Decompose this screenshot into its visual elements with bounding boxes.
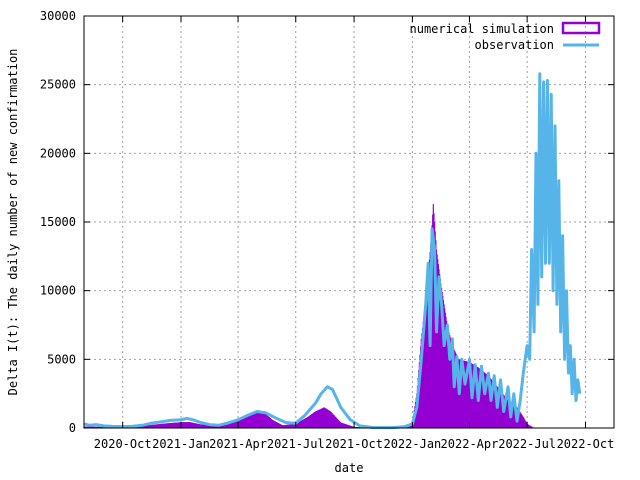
legend-label-observation: observation xyxy=(475,38,554,52)
x-tick-label: 2022-Jan xyxy=(383,437,441,451)
y-tick-label: 25000 xyxy=(40,78,76,92)
x-tick-label: 2021-Jul xyxy=(267,437,325,451)
x-axis-ticks: 2020-Oct 2021-Jan 2021-Apr 2021-Jul 2021-Oct… xyxy=(94,16,615,451)
x-tick-label: 2021-Oct xyxy=(325,437,383,451)
x-tick-label: 2021-Jan xyxy=(152,437,210,451)
y-tick-label: 30000 xyxy=(40,9,76,23)
y-tick-label: 5000 xyxy=(47,352,76,366)
y-axis-ticks: 0 5000 10000 15000 20000 25000 30000 xyxy=(40,9,614,435)
x-tick-label: 2021-Apr xyxy=(209,437,267,451)
observation-line xyxy=(83,72,582,430)
legend: numerical simulation observation xyxy=(410,21,601,52)
x-tick-label: 2022-Apr xyxy=(441,437,499,451)
x-tick-label: 2022-Oct xyxy=(557,437,615,451)
x-axis-label: date xyxy=(335,461,364,475)
y-tick-label: 15000 xyxy=(40,215,76,229)
y-tick-label: 20000 xyxy=(40,146,76,160)
y-axis-label: Delta I(t): The daily number of new conf… xyxy=(6,49,20,396)
legend-swatch-simulation xyxy=(561,21,601,35)
grid xyxy=(84,16,614,428)
y-tick-label: 0 xyxy=(69,421,76,435)
y-tick-label: 10000 xyxy=(40,284,76,298)
x-tick-label: 2022-Jul xyxy=(498,437,556,451)
x-tick-label: 2020-Oct xyxy=(94,437,152,451)
observation-series xyxy=(83,72,582,430)
legend-label-simulation: numerical simulation xyxy=(410,22,555,36)
